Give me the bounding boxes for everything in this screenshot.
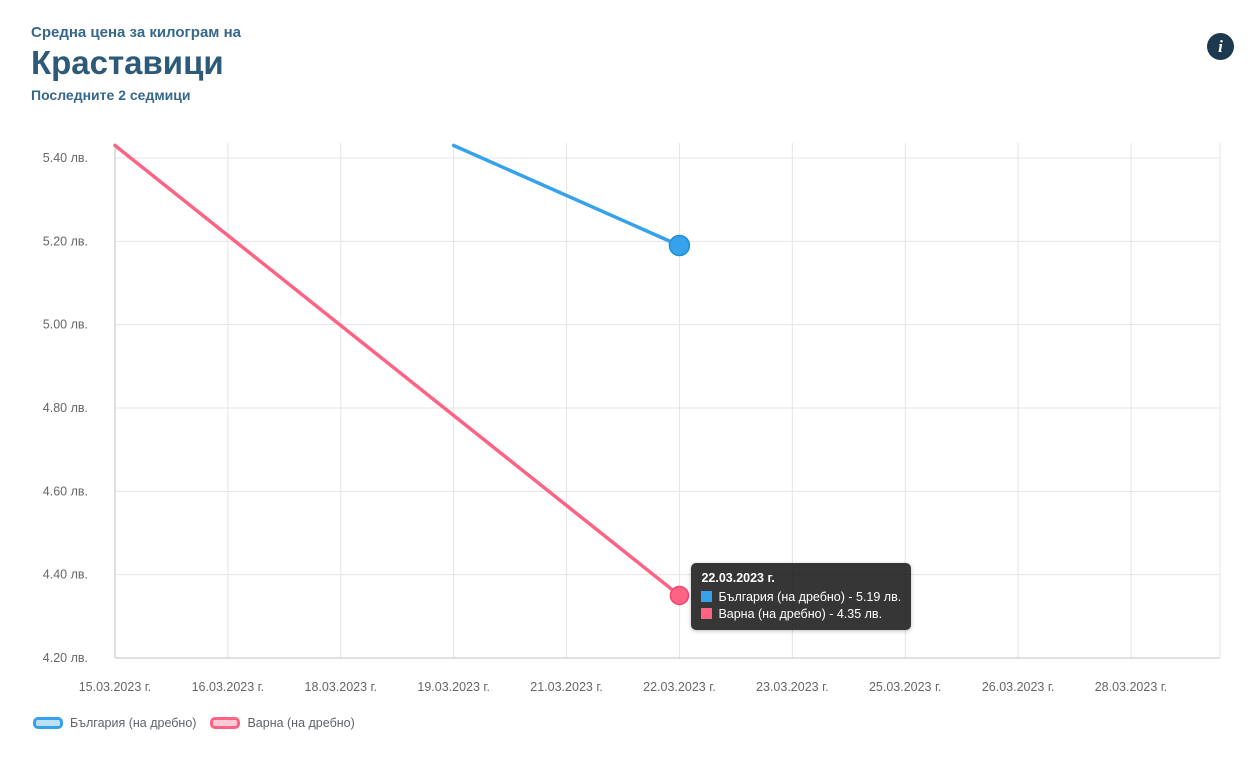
tooltip-color-box (701, 591, 713, 602)
x-tick-label: 18.03.2023 г. (305, 680, 378, 694)
chart-eyebrow: Средна цена за килограм на (31, 24, 241, 41)
y-tick-label: 4.60 лв. (43, 484, 88, 498)
series-line-varna (113, 143, 682, 598)
chart-subtitle: Последните 2 седмици (31, 87, 191, 103)
tooltip-row: България (на дребно) - 5.19 лв. (701, 590, 901, 604)
legend-swatch (210, 717, 241, 729)
y-tick-label: 5.00 лв. (43, 318, 88, 332)
chart-header: Средна цена за килограм на Краставици По… (31, 24, 241, 103)
series-point-bulgaria[interactable] (668, 234, 691, 257)
legend-item[interactable]: България (на дребно) (33, 716, 196, 730)
legend-label: Варна (на дребно) (247, 716, 355, 730)
x-tick-label: 21.03.2023 г. (530, 680, 603, 694)
info-icon[interactable]: i (1207, 33, 1234, 60)
series-line-bulgaria (451, 143, 682, 248)
y-tick-label: 5.20 лв. (43, 234, 88, 248)
tooltip-row: Варна (на дребно) - 4.35 лв. (701, 607, 901, 621)
legend-label: България (на дребно) (70, 716, 197, 730)
y-tick-label: 5.40 лв. (43, 151, 88, 165)
x-tick-label: 15.03.2023 г. (79, 680, 152, 694)
page-title: Краставици (31, 44, 224, 81)
legend-swatch (33, 717, 63, 729)
y-tick-label: 4.40 лв. (43, 568, 88, 582)
series-point-varna[interactable] (669, 585, 690, 606)
tooltip-item-text: Варна (на дребно) - 4.35 лв. (718, 606, 883, 621)
y-tick-label: 4.80 лв. (43, 401, 88, 415)
chart-tooltip: 22.03.2023 г. България (на дребно) - 5.1… (691, 562, 912, 630)
tooltip-color-box (701, 608, 713, 619)
legend-item[interactable]: Варна (на дребно) (210, 716, 355, 730)
y-tick-label: 4.20 лв. (43, 651, 88, 665)
x-tick-label: 23.03.2023 г. (756, 680, 829, 694)
x-tick-label: 19.03.2023 г. (417, 680, 490, 694)
x-tick-label: 16.03.2023 г. (192, 680, 265, 694)
info-icon-glyph: i (1218, 36, 1223, 56)
x-tick-label: 26.03.2023 г. (982, 680, 1055, 694)
x-tick-label: 25.03.2023 г. (869, 680, 942, 694)
x-tick-label: 22.03.2023 г. (643, 680, 716, 694)
tooltip-item-text: България (на дребно) - 5.19 лв. (718, 589, 902, 604)
chart-legend: България (на дребно) Варна (на дребно) (33, 716, 355, 730)
tooltip-rows: България (на дребно) - 5.19 лв. Варна (на… (701, 590, 901, 621)
x-tick-label: 28.03.2023 г. (1095, 680, 1168, 694)
tooltip-title: 22.03.2023 г. (701, 570, 775, 585)
